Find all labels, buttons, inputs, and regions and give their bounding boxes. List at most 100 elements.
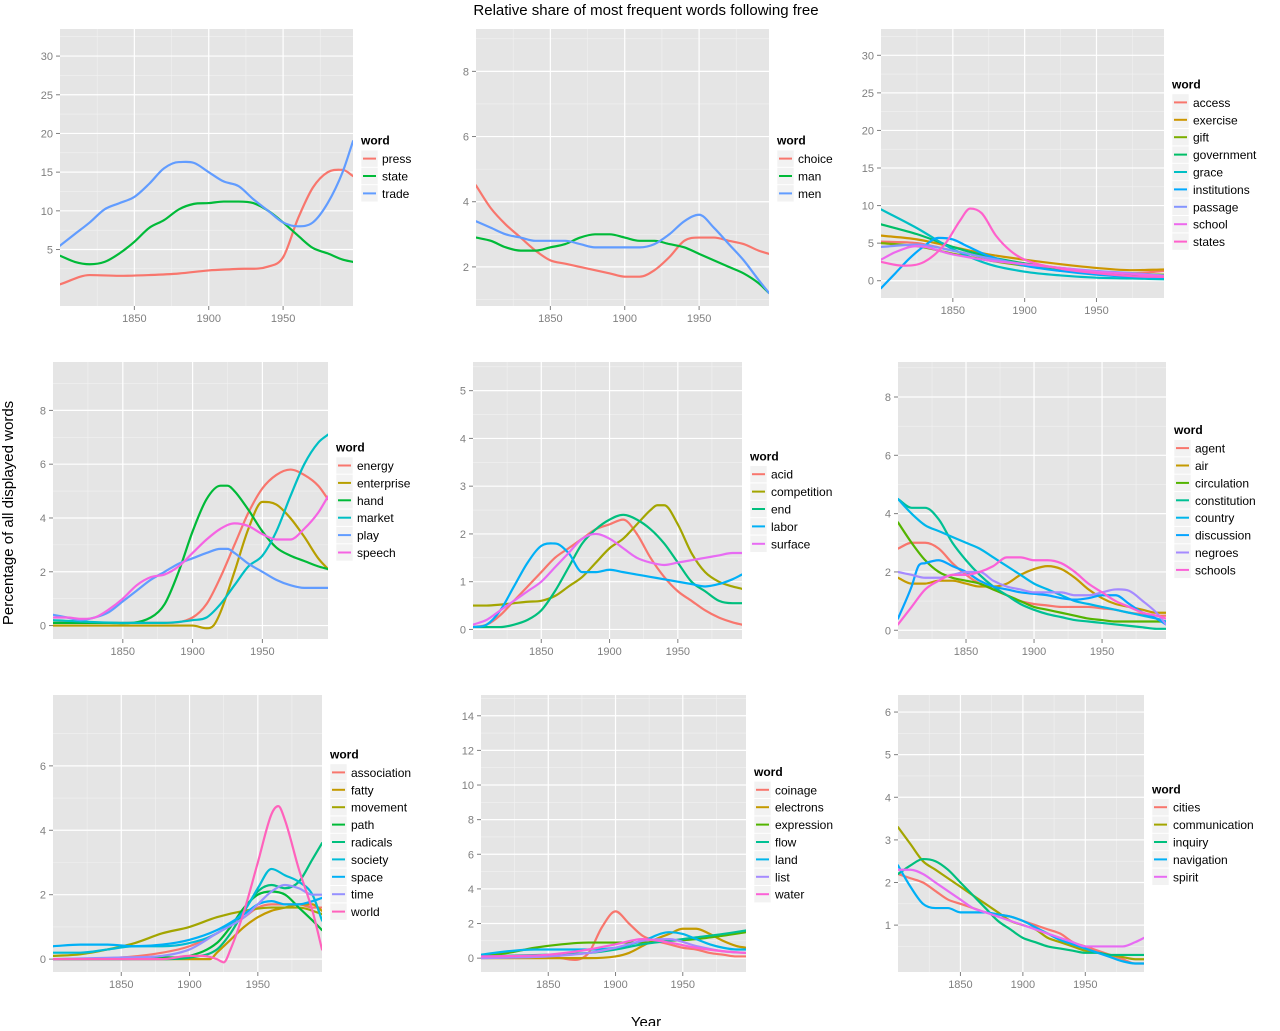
facet-panel-6: 1850 1900 1950 0 2 4 6 8 word agent air circulation… [885, 362, 1256, 658]
legend-label: flow [775, 836, 797, 850]
panel-background [898, 362, 1166, 639]
legend-item-navigation: navigation [1151, 850, 1228, 869]
series-line-trade [60, 140, 353, 247]
panel-background [53, 695, 322, 972]
y-tick-label: 0 [40, 621, 46, 633]
x-tick-label: 1850 [954, 646, 978, 658]
series-lines [898, 826, 1144, 965]
legend-title: word [1173, 423, 1203, 437]
panel-background [898, 695, 1144, 972]
legend-item-discussion: discussion [1173, 526, 1251, 544]
legend-item-coinage: coinage [753, 780, 817, 799]
y-tick-label: 0 [40, 954, 46, 966]
y-tick-label: 8 [468, 815, 474, 827]
legend: word energy enterprise hand market play speech [335, 441, 411, 562]
series-line-acid [473, 518, 742, 629]
legend-item-acid: acid [749, 465, 793, 484]
y-tick-label: 0 [460, 624, 466, 636]
y-tick-label: 15 [862, 163, 874, 175]
y-tick-label: 10 [41, 206, 53, 218]
legend-title: word [1171, 78, 1201, 92]
series-line-men [476, 213, 769, 295]
legend-item-exercise: exercise [1171, 111, 1238, 129]
x-tick-label: 1950 [671, 979, 695, 991]
legend-item-electrons: electrons [753, 798, 824, 817]
legend-item-world: world [329, 902, 380, 921]
legend-item-country: country [1173, 508, 1234, 527]
y-tick-label: 2 [460, 529, 466, 541]
legend-label: path [351, 818, 374, 832]
legend-item-space: space [329, 867, 383, 886]
legend-label: expression [775, 818, 833, 832]
legend: word access exercise gift government grace ins… [1171, 78, 1257, 251]
y-tick-label: 4 [463, 197, 469, 209]
legend-item-hand: hand [335, 491, 384, 510]
y-tick-label: 0 [885, 625, 891, 637]
legend: word press state trade [360, 134, 411, 203]
legend-item-radicals: radicals [329, 833, 392, 851]
y-tick-label: 2 [463, 262, 469, 274]
x-tick-label: 1900 [180, 646, 204, 658]
series-line-states [881, 207, 1164, 279]
legend-label: negroes [1195, 546, 1238, 560]
y-tick-label: 2 [40, 890, 46, 902]
legend-label: circulation [1195, 476, 1249, 490]
facet-panel-9: 1850 1900 1950 1 2 3 4 5 6 word cities communicatio… [885, 695, 1254, 991]
legend-label: movement [351, 801, 408, 815]
x-tick-label: 1850 [122, 313, 146, 325]
legend-label: fatty [351, 783, 374, 797]
y-tick-label: 3 [460, 481, 466, 493]
legend: word acid competition end labor surface [749, 449, 832, 553]
x-tick-label: 1900 [1022, 646, 1046, 658]
y-tick-label: 6 [885, 450, 891, 462]
legend-label: country [1195, 511, 1234, 525]
figure-title: Relative share of most frequent words fo… [473, 2, 818, 19]
series-line-schools [898, 556, 1166, 626]
series-line-grace [881, 208, 1164, 281]
legend-item-schools: schools [1173, 561, 1236, 579]
y-tick-label: 25 [862, 88, 874, 100]
y-tick-label: 6 [463, 132, 469, 144]
series-line-electrons [481, 927, 746, 960]
legend-label: air [1195, 459, 1208, 473]
series-line-navigation [898, 864, 1144, 965]
x-tick-label: 1850 [109, 979, 133, 991]
facet-panel-7: 1850 1900 1950 0 2 4 6 word association fatty move… [40, 695, 411, 991]
legend: word agent air circulation constitution count… [1173, 423, 1256, 579]
x-tick-label: 1850 [948, 979, 972, 991]
y-tick-label: 5 [885, 750, 891, 762]
legend: word association fatty movement path radicals… [329, 748, 411, 921]
legend-item-air: air [1173, 456, 1208, 475]
legend-item-movement: movement [329, 798, 408, 817]
series-line-world [53, 805, 322, 964]
legend-title: word [360, 134, 390, 148]
legend-item-surface: surface [749, 534, 811, 553]
x-tick-label: 1850 [941, 305, 965, 317]
series-line-discussion [898, 559, 1166, 626]
y-tick-label: 2 [468, 919, 474, 931]
legend-item-spirit: spirit [1151, 867, 1199, 886]
legend-label: radicals [351, 836, 392, 850]
y-tick-label: 5 [47, 245, 53, 257]
legend-item-passage: passage [1171, 198, 1239, 216]
y-tick-label: 0 [468, 953, 474, 965]
legend-label: labor [771, 520, 798, 534]
x-tick-label: 1900 [177, 979, 201, 991]
y-tick-label: 10 [462, 780, 474, 792]
legend-label: exercise [1193, 113, 1238, 127]
legend-item-cities: cities [1151, 798, 1200, 817]
y-tick-label: 4 [40, 513, 46, 525]
y-tick-label: 4 [40, 825, 46, 837]
legend-item-choice: choice [776, 149, 833, 168]
legend-label: school [1193, 218, 1228, 232]
legend-label: states [1193, 235, 1225, 249]
legend-label: schools [1195, 563, 1236, 577]
facet-panel-8: 1850 1900 1950 0 2 4 6 8 10 12 14 word coinage electr… [462, 695, 833, 991]
y-axis-title: Percentage of all displayed words [0, 401, 17, 625]
y-tick-label: 2 [885, 878, 891, 890]
y-tick-label: 6 [885, 707, 891, 719]
series-line-end [473, 513, 742, 629]
legend-title: word [329, 748, 359, 762]
x-tick-label: 1900 [597, 646, 621, 658]
